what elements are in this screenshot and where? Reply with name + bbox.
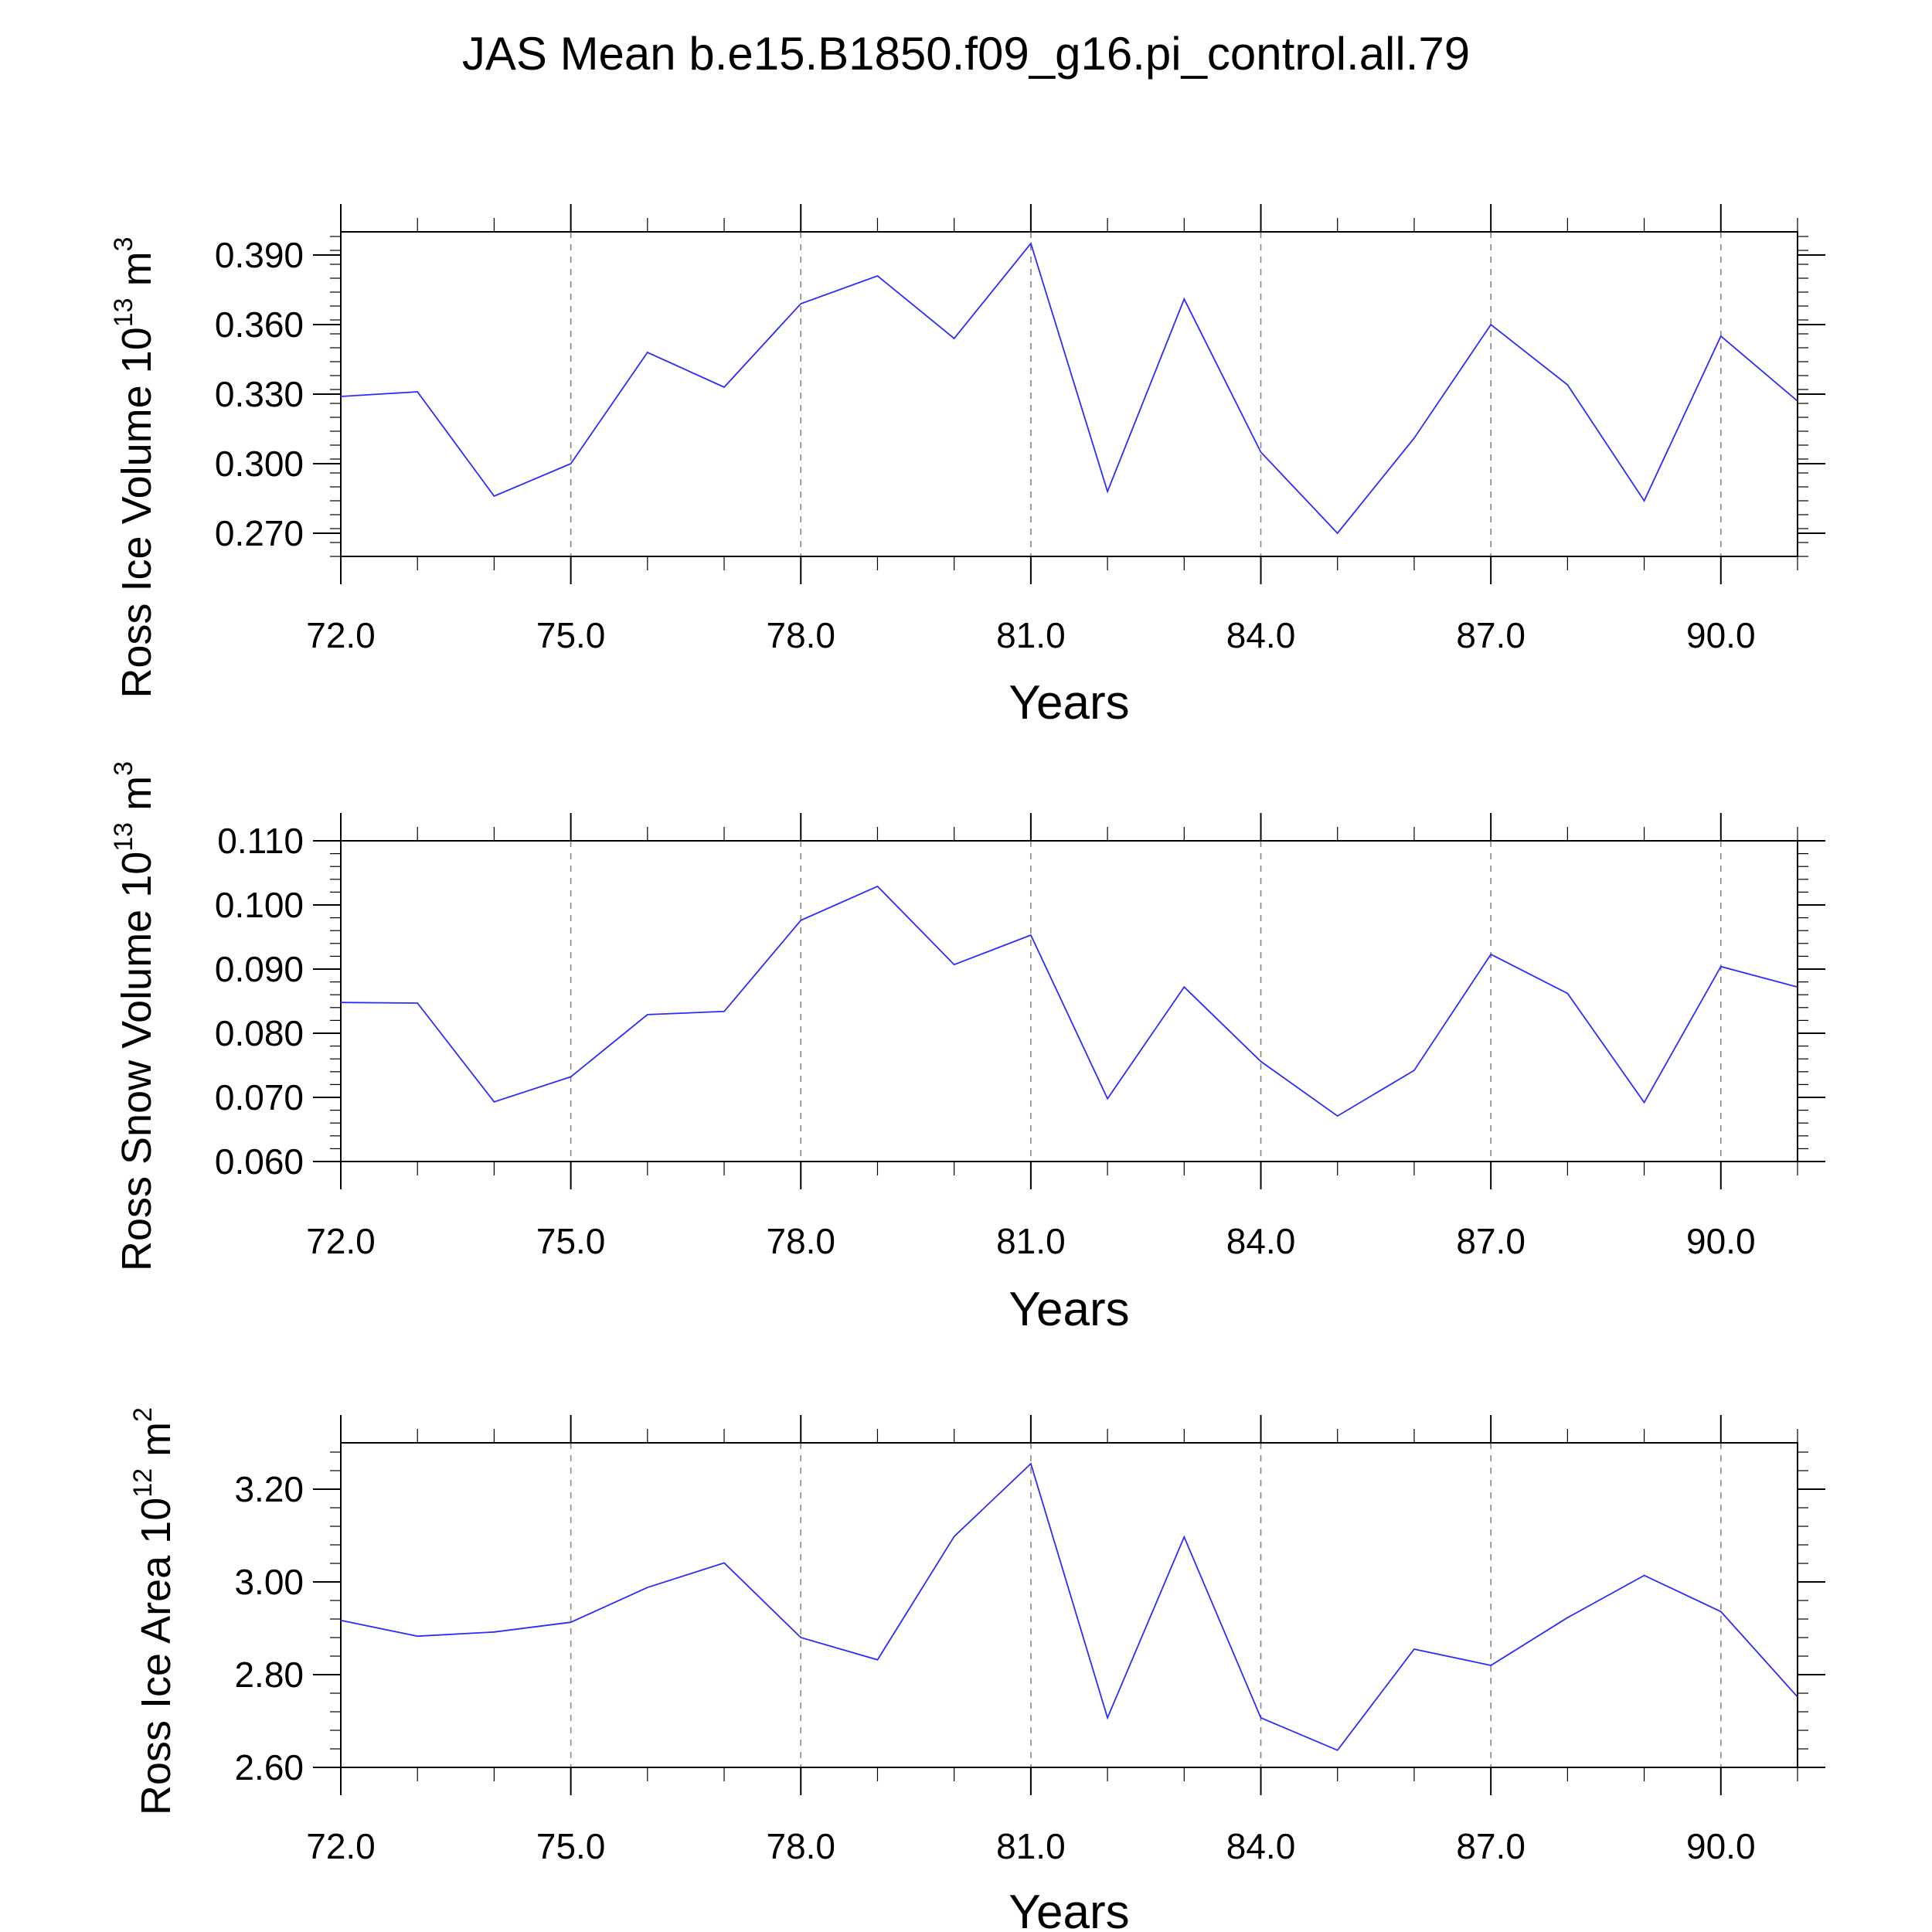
- ice-volume-panel: 0.270 0.300 0.330 0.360 0.390 72.0 75.0 78.0 81.…: [109, 204, 1825, 730]
- x-tick-label: 72.0: [306, 1221, 376, 1261]
- x-tick-label: 84.0: [1226, 1221, 1296, 1261]
- x-tick-label: 75.0: [536, 1221, 606, 1261]
- x-tick-label: 72.0: [306, 1826, 376, 1866]
- y-tick-label: 2.80: [234, 1655, 304, 1695]
- x-tick-label: 81.0: [996, 615, 1066, 655]
- y-axis-label: Ross Ice Area 1012 m2: [128, 1407, 179, 1815]
- x-tick-label: 72.0: [306, 615, 376, 655]
- x-tick-label: 78.0: [766, 1221, 835, 1261]
- y-tick-label: 3.00: [234, 1562, 304, 1602]
- x-axis-label: Years: [1009, 1283, 1129, 1336]
- x-tick-label: 87.0: [1456, 1826, 1526, 1866]
- series-line: [340, 885, 1798, 1117]
- y-tick-label: 0.070: [215, 1077, 304, 1117]
- y-axis-label: Ross Ice Volume 1013 m3: [109, 236, 160, 698]
- chart-title: JAS Mean b.e15.B1850.f09_g16.pi_control.…: [462, 28, 1470, 80]
- y-tick-label: 0.080: [215, 1013, 304, 1053]
- y-tick-label: 0.300: [215, 444, 304, 484]
- x-tick-label: 75.0: [536, 615, 606, 655]
- x-tick-label: 87.0: [1456, 615, 1526, 655]
- y-tick-label: 0.100: [215, 885, 304, 925]
- y-tick-label: 0.060: [215, 1141, 304, 1182]
- ice-area-panel: 2.60 2.80 3.00 3.20 72.0 75.0 78.0 81.0 84.0 87.0…: [128, 1407, 1825, 1932]
- x-tick-label: 78.0: [766, 1826, 835, 1866]
- x-tick-label: 87.0: [1456, 1221, 1526, 1261]
- plot-frame: [340, 840, 1798, 1162]
- x-tick-label: 84.0: [1226, 615, 1296, 655]
- x-axis-label: Years: [1009, 1886, 1129, 1932]
- x-tick-label: 81.0: [996, 1221, 1066, 1261]
- y-tick-label: 0.090: [215, 949, 304, 989]
- x-tick-label: 90.0: [1686, 1221, 1756, 1261]
- y-tick-label: 2.60: [234, 1747, 304, 1787]
- plot-frame: [340, 1442, 1798, 1768]
- x-tick-label: 90.0: [1686, 615, 1756, 655]
- x-axis-label: Years: [1009, 676, 1129, 730]
- x-tick-label: 90.0: [1686, 1826, 1756, 1866]
- x-tick-label: 84.0: [1226, 1826, 1296, 1866]
- series-line: [340, 1462, 1798, 1751]
- y-tick-label: 0.110: [217, 821, 304, 861]
- y-tick-label: 0.360: [215, 304, 304, 345]
- y-tick-label: 0.270: [215, 513, 304, 553]
- y-axis-label: Ross Snow Volume 1013 m3: [109, 761, 160, 1271]
- x-tick-label: 78.0: [766, 615, 835, 655]
- snow-volume-panel: 0.060 0.070 0.080 0.090 0.100 0.110 72.0 75.0 78…: [109, 761, 1825, 1336]
- series-line: [340, 242, 1798, 535]
- y-tick-label: 0.390: [215, 235, 304, 275]
- x-tick-label: 75.0: [536, 1826, 606, 1866]
- x-tick-label: 81.0: [996, 1826, 1066, 1866]
- y-tick-label: 3.20: [234, 1469, 304, 1509]
- plot-frame: [340, 231, 1798, 557]
- y-tick-label: 0.330: [215, 374, 304, 414]
